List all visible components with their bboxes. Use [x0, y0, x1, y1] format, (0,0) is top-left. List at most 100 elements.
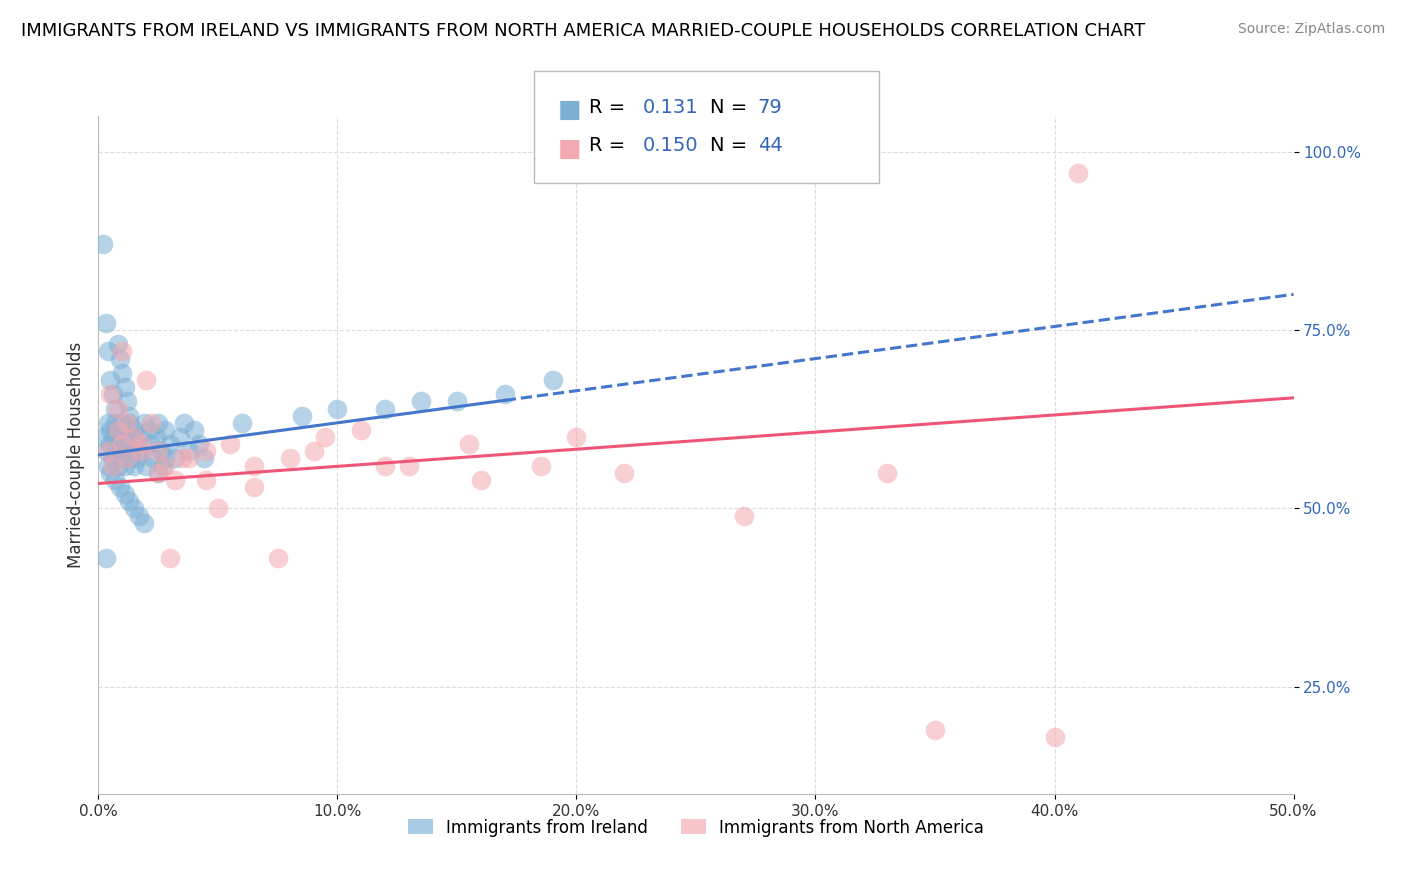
Point — [115, 394, 138, 409]
Point — [458, 437, 481, 451]
Point — [243, 458, 266, 473]
Point — [374, 458, 396, 473]
Point — [111, 430, 134, 444]
Point — [104, 416, 127, 430]
Point — [148, 444, 170, 458]
Point — [111, 416, 134, 430]
Point — [148, 466, 170, 480]
Point — [155, 423, 177, 437]
Text: 79: 79 — [758, 98, 783, 117]
Point — [101, 451, 124, 466]
Point — [135, 373, 157, 387]
Point — [118, 409, 141, 423]
Point — [91, 430, 114, 444]
Point — [104, 473, 127, 487]
Point — [114, 444, 136, 458]
Point — [101, 430, 124, 444]
Point — [876, 466, 898, 480]
Point — [302, 444, 325, 458]
Point — [98, 387, 122, 401]
Point — [195, 444, 218, 458]
Point — [91, 237, 114, 252]
Point — [108, 437, 131, 451]
Point — [163, 451, 186, 466]
Point — [131, 437, 153, 451]
Point — [98, 466, 122, 480]
Point — [446, 394, 468, 409]
Text: N =: N = — [710, 136, 754, 155]
Point — [924, 723, 946, 737]
Text: R =: R = — [589, 136, 631, 155]
Point — [159, 437, 181, 451]
Point — [114, 458, 136, 473]
Point — [111, 344, 134, 359]
Point — [494, 387, 516, 401]
Point — [107, 401, 129, 416]
Point — [179, 451, 201, 466]
Text: 0.150: 0.150 — [643, 136, 699, 155]
Point — [118, 494, 141, 508]
Point — [124, 458, 146, 473]
Point — [530, 458, 553, 473]
Point — [291, 409, 314, 423]
Point — [187, 437, 209, 451]
Point — [107, 337, 129, 351]
Point — [733, 508, 755, 523]
Point — [193, 451, 215, 466]
Point — [159, 551, 181, 566]
Point — [115, 423, 138, 437]
Point — [541, 373, 564, 387]
Point — [135, 458, 157, 473]
Point — [374, 401, 396, 416]
Text: R =: R = — [589, 98, 631, 117]
Point — [207, 501, 229, 516]
Point — [108, 480, 131, 494]
Point — [98, 437, 122, 451]
Text: 0.131: 0.131 — [643, 98, 699, 117]
Text: IMMIGRANTS FROM IRELAND VS IMMIGRANTS FROM NORTH AMERICA MARRIED-COUPLE HOUSEHOL: IMMIGRANTS FROM IRELAND VS IMMIGRANTS FR… — [21, 22, 1146, 40]
Point — [148, 416, 170, 430]
Point — [163, 473, 186, 487]
Point — [118, 451, 141, 466]
Point — [267, 551, 290, 566]
Point — [139, 437, 162, 451]
Point — [118, 416, 141, 430]
Point — [125, 437, 148, 451]
Point — [278, 451, 301, 466]
Y-axis label: Married-couple Households: Married-couple Households — [66, 342, 84, 568]
Point — [115, 416, 138, 430]
Point — [169, 430, 191, 444]
Point — [315, 430, 337, 444]
Point — [94, 551, 117, 566]
Point — [114, 380, 136, 394]
Point — [98, 423, 122, 437]
Point — [97, 416, 120, 430]
Point — [179, 444, 201, 458]
Point — [243, 480, 266, 494]
Point — [97, 458, 120, 473]
Point — [97, 444, 120, 458]
Point — [97, 344, 120, 359]
Point — [132, 416, 155, 430]
Point — [1067, 166, 1090, 180]
Legend: Immigrants from Ireland, Immigrants from North America: Immigrants from Ireland, Immigrants from… — [401, 812, 991, 843]
Point — [149, 444, 172, 458]
Point — [155, 451, 177, 466]
Point — [114, 487, 136, 501]
Point — [398, 458, 420, 473]
Text: ■: ■ — [558, 136, 582, 161]
Point — [132, 516, 155, 530]
Point — [219, 437, 242, 451]
Point — [101, 387, 124, 401]
Point — [108, 451, 131, 466]
Point — [131, 444, 153, 458]
Point — [131, 444, 153, 458]
Point — [121, 430, 143, 444]
Point — [125, 451, 148, 466]
Point — [108, 351, 131, 366]
Point — [183, 423, 205, 437]
Point — [470, 473, 492, 487]
Point — [111, 366, 134, 380]
Point — [411, 394, 433, 409]
Point — [124, 501, 146, 516]
